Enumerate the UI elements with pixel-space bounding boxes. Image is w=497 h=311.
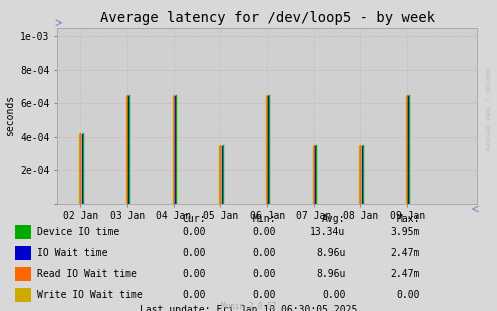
Text: Avg:: Avg: — [322, 214, 345, 224]
FancyBboxPatch shape — [15, 225, 31, 239]
FancyBboxPatch shape — [15, 288, 31, 302]
Text: 0.00: 0.00 — [183, 290, 206, 300]
Text: 0.00: 0.00 — [183, 227, 206, 237]
Text: Device IO time: Device IO time — [37, 227, 119, 237]
Y-axis label: seconds: seconds — [4, 95, 14, 137]
Text: Write IO Wait time: Write IO Wait time — [37, 290, 143, 300]
Text: 2.47m: 2.47m — [391, 248, 420, 258]
Text: 0.00: 0.00 — [252, 248, 276, 258]
Title: Average latency for /dev/loop5 - by week: Average latency for /dev/loop5 - by week — [99, 12, 435, 26]
FancyBboxPatch shape — [15, 267, 31, 281]
Text: 0.00: 0.00 — [183, 269, 206, 279]
FancyBboxPatch shape — [15, 246, 31, 260]
Text: 2.47m: 2.47m — [391, 269, 420, 279]
Text: 0.00: 0.00 — [252, 227, 276, 237]
Text: Read IO Wait time: Read IO Wait time — [37, 269, 137, 279]
Text: 0.00: 0.00 — [397, 290, 420, 300]
Text: 3.95m: 3.95m — [391, 227, 420, 237]
Text: IO Wait time: IO Wait time — [37, 248, 108, 258]
Text: 0.00: 0.00 — [252, 269, 276, 279]
Text: 8.96u: 8.96u — [316, 269, 345, 279]
Text: Max:: Max: — [397, 214, 420, 224]
Text: 0.00: 0.00 — [322, 290, 345, 300]
Text: Cur:: Cur: — [183, 214, 206, 224]
Text: 8.96u: 8.96u — [316, 248, 345, 258]
Text: Last update: Fri Jan 10 06:30:05 2025: Last update: Fri Jan 10 06:30:05 2025 — [140, 305, 357, 311]
Text: 0.00: 0.00 — [252, 290, 276, 300]
Text: 0.00: 0.00 — [183, 248, 206, 258]
Text: RRDTOOL / TOBI OETIKER: RRDTOOL / TOBI OETIKER — [485, 67, 490, 150]
Text: 13.34u: 13.34u — [310, 227, 345, 237]
Text: Munin 2.0.57: Munin 2.0.57 — [221, 302, 276, 311]
Text: Min:: Min: — [252, 214, 276, 224]
